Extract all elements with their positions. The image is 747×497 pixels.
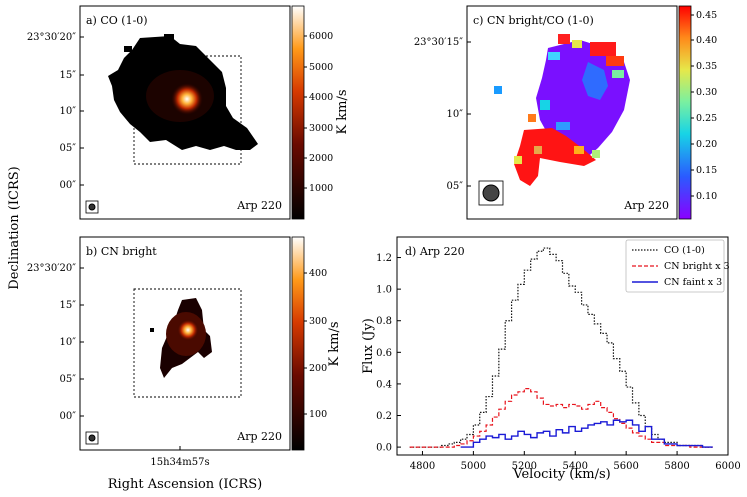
co-peak: [171, 83, 203, 115]
beam-icon: [88, 203, 96, 211]
svg-text:15″: 15″: [60, 300, 77, 311]
series-line-cn-bright-x-3: [409, 388, 713, 448]
panel-b-yticks: 23°30′20″ 15″ 10″ 05″ 00″: [27, 263, 84, 422]
y-tick-label-0.8: 0.8: [376, 316, 392, 327]
beam-icon: [482, 184, 500, 202]
svg-text:200: 200: [309, 363, 327, 374]
legend-label-co: CO (1-0): [664, 245, 705, 256]
chart-series-group: [409, 247, 713, 448]
legend-label-cn-faint: CN faint x 3: [664, 277, 722, 288]
panel-c: c) CN bright/CO (1-0) Arp 220 23°30′15″ …: [414, 5, 717, 220]
legend-box: [625, 239, 725, 293]
y-tick-label-0.4: 0.4: [376, 379, 392, 390]
svg-text:0.15: 0.15: [696, 165, 717, 176]
svg-text:1000: 1000: [309, 183, 333, 194]
panel-b-xtick: 15h34m57s: [150, 457, 209, 468]
chart-ticks: 4800 5000 5200 5400 5600 5800 6000 0.0 0.2 0.4 0.6…: [376, 253, 741, 472]
svg-text:2000: 2000: [309, 153, 333, 164]
y-tick-label-0.6: 0.6: [376, 348, 392, 359]
svg-text:15″: 15″: [60, 70, 77, 81]
svg-text:10″: 10″: [447, 109, 464, 120]
zoom-box-b: [133, 288, 242, 398]
svg-text:0.40: 0.40: [696, 35, 717, 46]
x-tick-label-5600: 5600: [613, 461, 638, 472]
svg-text:23°30′15″: 23°30′15″: [414, 37, 463, 48]
chart-xlabel: Velocity (km/s): [512, 467, 610, 482]
svg-text:0.30: 0.30: [696, 87, 717, 98]
svg-text:05″: 05″: [60, 374, 77, 385]
zoom-box-a: [133, 55, 242, 165]
colorbar-a: [291, 5, 305, 220]
y-tick-label-1.2: 1.2: [376, 253, 392, 264]
ratio-map: [494, 34, 630, 186]
svg-text:0.25: 0.25: [696, 113, 717, 124]
chart-ylabel: Flux (Jy): [361, 318, 376, 374]
svg-text:4000: 4000: [309, 92, 333, 103]
x-tick-label-5200: 5200: [512, 461, 537, 472]
svg-text:400: 400: [309, 268, 327, 279]
colorbar-c: [678, 5, 692, 220]
series-line-cn-faint-x-3: [460, 419, 713, 448]
panel-a-yticks: 23°30′20″ 15″ 10″ 05″ 00″: [27, 32, 84, 191]
xlabel-left: Right Ascension (ICRS): [108, 477, 262, 492]
svg-text:23°30′20″: 23°30′20″: [27, 263, 76, 274]
x-tick-label-5800: 5800: [664, 461, 689, 472]
colorbar-b-label: K km/s: [327, 321, 342, 366]
svg-text:10″: 10″: [60, 106, 77, 117]
x-tick-label-5400: 5400: [563, 461, 588, 472]
svg-text:23°30′20″: 23°30′20″: [27, 32, 76, 43]
panel-b-label: b) CN bright: [86, 245, 157, 258]
chart-legend: CO (1-0) CN bright x 3 CN faint x 3: [625, 239, 730, 293]
cn-bright-peak: [177, 319, 199, 341]
y-tick-label-1: 1.0: [376, 285, 392, 296]
y-tick-label-0: 0.0: [376, 443, 392, 454]
chart-title: d) Arp 220: [405, 245, 465, 258]
svg-text:100: 100: [309, 409, 327, 420]
svg-text:300: 300: [309, 316, 327, 327]
legend-label-cn-bright: CN bright x 3: [664, 261, 730, 272]
colorbar-b-ticks: 100 200 300 400: [304, 268, 327, 420]
svg-text:00″: 00″: [60, 411, 77, 422]
colorbar-a-ticks: 1000 2000 3000 4000 5000 6000: [304, 31, 333, 194]
panel-a-source: Arp 220: [236, 199, 282, 212]
colorbar-a-label: K km/s: [335, 89, 350, 134]
ylabel-left: Declination (ICRS): [7, 166, 22, 289]
colorbar-c-ticks: 0.10 0.15 0.20 0.25 0.30 0.35 0.40 0.45: [691, 10, 717, 202]
x-tick-label-4800: 4800: [410, 461, 435, 472]
series-line-co-1-0-: [409, 247, 713, 448]
spectrum-chart: 4800 5000 5200 5400 5600 5800 6000 0.0 0.2 0.4 0.6…: [361, 236, 741, 482]
panel-c-label: c) CN bright/CO (1-0): [473, 14, 594, 27]
beam-icon: [88, 434, 96, 442]
svg-text:5000: 5000: [309, 62, 333, 73]
svg-text:3000: 3000: [309, 123, 333, 134]
panel-b: b) CN bright Arp 220 23°30′20″ 15″ 10″ 0…: [27, 236, 342, 468]
panel-c-source: Arp 220: [623, 199, 669, 212]
svg-text:0.45: 0.45: [696, 10, 717, 21]
panel-a: a) CO (1-0) Arp 220 23°30′20″ 15″ 10″ 05…: [27, 5, 350, 220]
panel-a-label: a) CO (1-0): [86, 14, 148, 27]
x-tick-label-6000: 6000: [715, 461, 740, 472]
svg-text:0.35: 0.35: [696, 61, 717, 72]
panel-b-source: Arp 220: [236, 430, 282, 443]
colorbar-b: [291, 236, 305, 451]
svg-text:6000: 6000: [309, 31, 333, 42]
panel-c-yticks: 23°30′15″ 10″ 05″: [414, 37, 471, 192]
svg-text:05″: 05″: [447, 181, 464, 192]
svg-text:0.10: 0.10: [696, 191, 717, 202]
svg-text:05″: 05″: [60, 143, 77, 154]
svg-text:00″: 00″: [60, 180, 77, 191]
y-tick-label-0.2: 0.2: [376, 411, 392, 422]
svg-text:10″: 10″: [60, 337, 77, 348]
svg-text:0.20: 0.20: [696, 139, 717, 150]
x-tick-label-5000: 5000: [461, 461, 486, 472]
